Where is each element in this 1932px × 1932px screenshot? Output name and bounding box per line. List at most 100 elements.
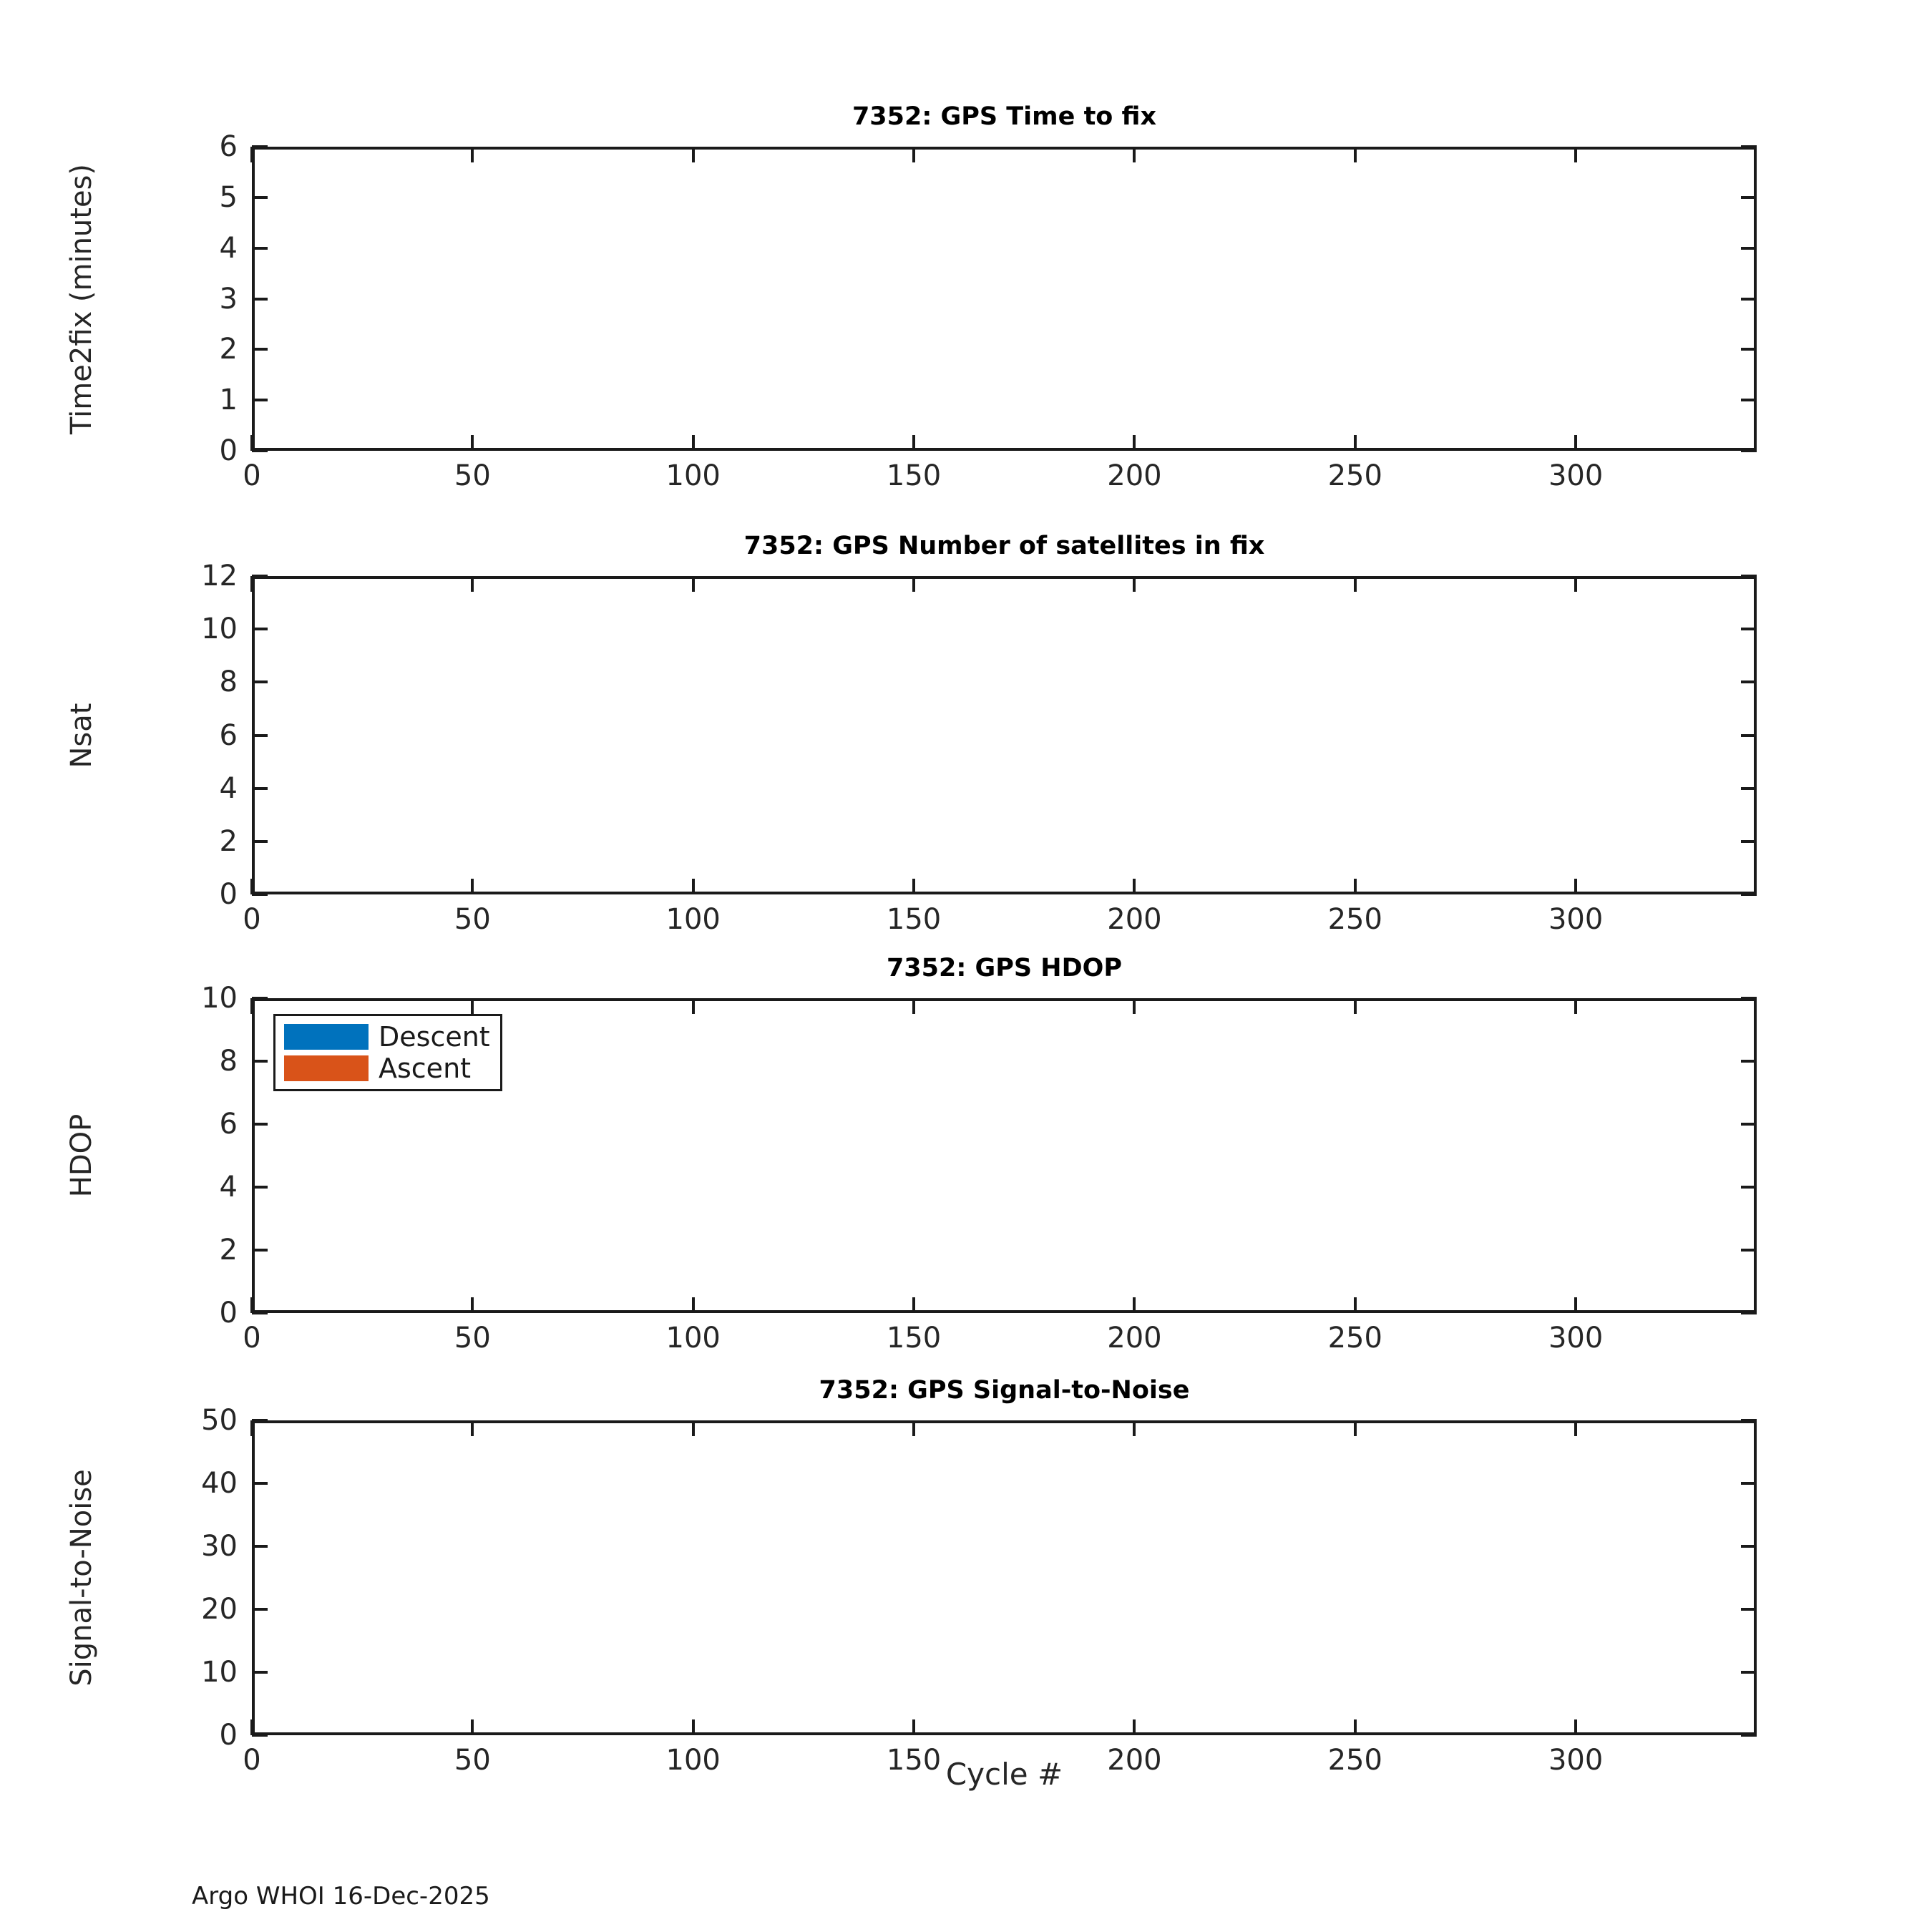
y-tick-mark (1741, 839, 1757, 843)
y-tick-mark (1741, 1419, 1757, 1422)
y-tick-hdop: 4 (219, 1171, 238, 1204)
legend-label-ascent: Ascent (379, 1053, 472, 1084)
x-tick-mark (1574, 1719, 1578, 1735)
x-tick-mark (912, 879, 916, 894)
y-tick-mark (1741, 1186, 1757, 1189)
y-tick-mark (1741, 1671, 1757, 1674)
y-tick-mark (1741, 733, 1757, 737)
y-tick-nsat: 4 (219, 771, 238, 805)
y-tick-mark (252, 1249, 268, 1252)
y-tick-time-to-fix: 3 (219, 282, 238, 316)
plot-frame-nsat (252, 576, 1757, 894)
x-tick-snr: 300 (1548, 1744, 1604, 1777)
x-tick-mark (471, 1297, 474, 1313)
y-tick-mark (1741, 893, 1757, 896)
x-tick-time-to-fix: 150 (886, 459, 942, 492)
x-tick-mark (691, 147, 695, 162)
x-tick-mark (1574, 147, 1578, 162)
y-tick-mark (252, 1734, 268, 1737)
y-tick-snr: 30 (201, 1530, 238, 1563)
y-tick-time-to-fix: 6 (219, 130, 238, 163)
y-tick-snr: 40 (201, 1467, 238, 1500)
plot-frame-hdop (252, 998, 1757, 1313)
legend-swatch-ascent (284, 1055, 369, 1081)
x-tick-mark (691, 576, 695, 592)
y-tick-mark (1741, 297, 1757, 301)
panel-time-to-fix: 7352: GPS Time to fix (252, 102, 1757, 451)
y-tick-mark (252, 839, 268, 843)
x-tick-time-to-fix: 250 (1327, 459, 1382, 492)
y-tick-mark (252, 1123, 268, 1126)
y-tick-mark (1741, 997, 1757, 1000)
y-tick-mark (252, 1312, 268, 1314)
x-tick-mark (250, 1420, 253, 1436)
x-tick-mark (250, 879, 253, 894)
panel-snr: 7352: GPS Signal-to-Noise (252, 1376, 1757, 1735)
x-tick-mark (1133, 147, 1136, 162)
x-tick-nsat: 50 (454, 903, 491, 936)
panel-title-nsat: 7352: GPS Number of satellites in fix (743, 532, 1265, 560)
x-tick-hdop: 200 (1107, 1322, 1162, 1355)
y-tick-mark (1741, 399, 1757, 402)
x-tick-mark (1133, 998, 1136, 1014)
y-tick-hdop: 8 (219, 1045, 238, 1078)
y-tick-snr: 50 (201, 1404, 238, 1437)
y-tick-mark (252, 348, 268, 351)
x-tick-mark (1133, 435, 1136, 451)
y-tick-mark (1741, 628, 1757, 631)
y-tick-mark (1741, 246, 1757, 250)
y-tick-mark (252, 893, 268, 896)
y-axis-label-time2fix: Time2fix (minutes) (65, 163, 98, 434)
y-axis-label-nsat: Nsat (65, 703, 98, 768)
x-tick-mark (1574, 576, 1578, 592)
legend: Descent Ascent (273, 1014, 502, 1091)
y-tick-hdop: 6 (219, 1108, 238, 1141)
x-tick-nsat: 0 (243, 903, 261, 936)
y-tick-mark (1741, 786, 1757, 790)
x-tick-hdop: 150 (886, 1322, 942, 1355)
x-tick-mark (1353, 576, 1357, 592)
y-tick-mark (252, 399, 268, 402)
y-tick-time-to-fix: 5 (219, 180, 238, 214)
y-tick-hdop: 2 (219, 1234, 238, 1267)
x-tick-mark (691, 1719, 695, 1735)
footer-credit: Argo WHOI 16-Dec-2025 (192, 1882, 490, 1911)
x-tick-mark (471, 1420, 474, 1436)
panel-title-hdop: 7352: GPS HDOP (886, 954, 1123, 982)
x-tick-mark (471, 1719, 474, 1735)
y-tick-mark (252, 246, 268, 250)
x-axis-label: Cycle # (945, 1757, 1063, 1792)
x-tick-mark (691, 998, 695, 1014)
y-tick-mark (1741, 680, 1757, 684)
x-tick-hdop: 0 (243, 1322, 261, 1355)
y-tick-mark (252, 1671, 268, 1674)
y-axis-label-hdop: HDOP (65, 1113, 98, 1198)
y-tick-mark (252, 195, 268, 199)
x-tick-nsat: 250 (1327, 903, 1382, 936)
x-tick-mark (691, 1297, 695, 1313)
y-tick-nsat: 0 (219, 878, 238, 911)
x-tick-time-to-fix: 0 (243, 459, 261, 492)
x-tick-nsat: 100 (665, 903, 721, 936)
y-tick-mark (1741, 1608, 1757, 1611)
x-tick-mark (1353, 1297, 1357, 1313)
y-axis-label-snr: Signal-to-Noise (65, 1469, 98, 1687)
y-tick-nsat: 12 (201, 560, 238, 592)
legend-item-ascent: Ascent (284, 1055, 490, 1082)
y-tick-nsat: 10 (201, 613, 238, 646)
x-tick-mark (1574, 1297, 1578, 1313)
x-tick-mark (471, 435, 474, 451)
x-tick-snr: 50 (454, 1744, 491, 1777)
y-tick-mark (252, 680, 268, 684)
panel-hdop: 7352: GPS HDOP Descent Ascent (252, 954, 1757, 1313)
y-tick-mark (1741, 195, 1757, 199)
x-tick-mark (1353, 147, 1357, 162)
y-tick-mark (252, 449, 268, 452)
y-tick-mark (252, 1545, 268, 1548)
y-tick-hdop: 0 (219, 1297, 238, 1330)
x-tick-mark (1574, 879, 1578, 894)
y-tick-hdop: 10 (201, 982, 238, 1015)
x-tick-nsat: 200 (1107, 903, 1162, 936)
x-tick-mark (912, 147, 916, 162)
